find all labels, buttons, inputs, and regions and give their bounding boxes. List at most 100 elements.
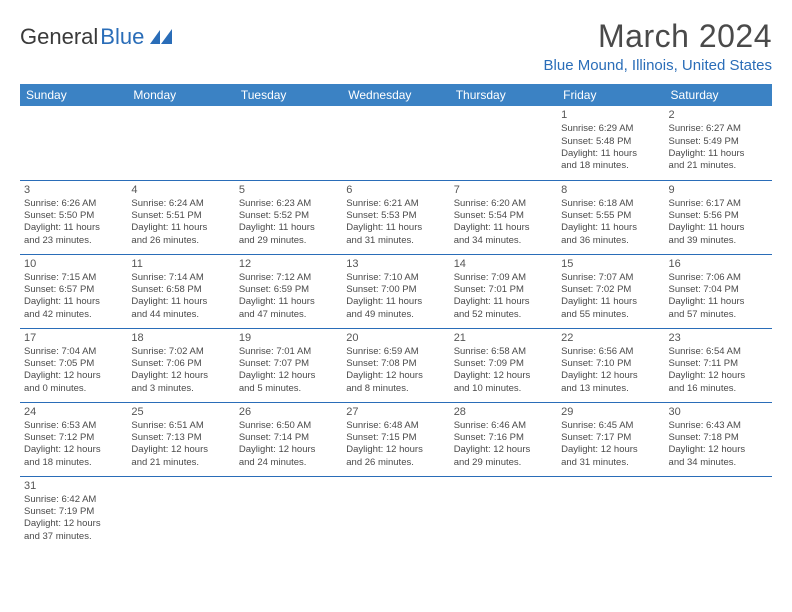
calendar-cell: 24Sunrise: 6:53 AMSunset: 7:12 PMDayligh…: [20, 402, 127, 476]
day-number: 8: [561, 183, 660, 197]
daylight-line-1: Daylight: 12 hours: [454, 370, 553, 382]
sunrise-line: Sunrise: 6:59 AM: [346, 346, 445, 358]
calendar-cell: 12Sunrise: 7:12 AMSunset: 6:59 PMDayligh…: [235, 254, 342, 328]
day-number: 17: [24, 331, 123, 345]
calendar-cell: 13Sunrise: 7:10 AMSunset: 7:00 PMDayligh…: [342, 254, 449, 328]
sunset-line: Sunset: 5:55 PM: [561, 210, 660, 222]
day-number: 3: [24, 183, 123, 197]
calendar-week: 31Sunrise: 6:42 AMSunset: 7:19 PMDayligh…: [20, 476, 772, 550]
daylight-line-2: and 39 minutes.: [669, 235, 768, 247]
sunrise-line: Sunrise: 7:02 AM: [131, 346, 230, 358]
calendar-cell: [665, 476, 772, 550]
day-number: 19: [239, 331, 338, 345]
day-header: Saturday: [665, 84, 772, 106]
sunset-line: Sunset: 7:17 PM: [561, 432, 660, 444]
daylight-line-1: Daylight: 11 hours: [239, 296, 338, 308]
daylight-line-1: Daylight: 12 hours: [561, 444, 660, 456]
daylight-line-1: Daylight: 12 hours: [131, 370, 230, 382]
sunrise-line: Sunrise: 6:51 AM: [131, 420, 230, 432]
calendar-cell: 18Sunrise: 7:02 AMSunset: 7:06 PMDayligh…: [127, 328, 234, 402]
sunrise-line: Sunrise: 6:45 AM: [561, 420, 660, 432]
daylight-line-2: and 21 minutes.: [131, 457, 230, 469]
sunset-line: Sunset: 7:19 PM: [24, 506, 123, 518]
sunset-line: Sunset: 7:11 PM: [669, 358, 768, 370]
sunrise-line: Sunrise: 6:56 AM: [561, 346, 660, 358]
location: Blue Mound, Illinois, United States: [544, 57, 772, 74]
logo-text-1: General: [20, 24, 98, 50]
day-header: Thursday: [450, 84, 557, 106]
daylight-line-2: and 42 minutes.: [24, 309, 123, 321]
daylight-line-1: Daylight: 11 hours: [561, 148, 660, 160]
sunrise-line: Sunrise: 6:17 AM: [669, 198, 768, 210]
calendar-cell: 29Sunrise: 6:45 AMSunset: 7:17 PMDayligh…: [557, 402, 664, 476]
sunrise-line: Sunrise: 6:20 AM: [454, 198, 553, 210]
daylight-line-2: and 18 minutes.: [24, 457, 123, 469]
sunset-line: Sunset: 7:08 PM: [346, 358, 445, 370]
daylight-line-2: and 52 minutes.: [454, 309, 553, 321]
sunrise-line: Sunrise: 6:23 AM: [239, 198, 338, 210]
day-number: 28: [454, 405, 553, 419]
calendar-table: SundayMondayTuesdayWednesdayThursdayFrid…: [20, 84, 772, 550]
day-number: 16: [669, 257, 768, 271]
sunrise-line: Sunrise: 6:46 AM: [454, 420, 553, 432]
day-number: 18: [131, 331, 230, 345]
sunrise-line: Sunrise: 6:24 AM: [131, 198, 230, 210]
daylight-line-2: and 3 minutes.: [131, 383, 230, 395]
calendar-cell: 17Sunrise: 7:04 AMSunset: 7:05 PMDayligh…: [20, 328, 127, 402]
daylight-line-1: Daylight: 11 hours: [561, 222, 660, 234]
daylight-line-1: Daylight: 11 hours: [346, 222, 445, 234]
sunset-line: Sunset: 5:51 PM: [131, 210, 230, 222]
daylight-line-1: Daylight: 11 hours: [454, 296, 553, 308]
calendar-cell: [450, 476, 557, 550]
daylight-line-2: and 31 minutes.: [346, 235, 445, 247]
daylight-line-1: Daylight: 12 hours: [131, 444, 230, 456]
daylight-line-1: Daylight: 11 hours: [561, 296, 660, 308]
day-number: 4: [131, 183, 230, 197]
calendar-cell: 19Sunrise: 7:01 AMSunset: 7:07 PMDayligh…: [235, 328, 342, 402]
daylight-line-1: Daylight: 12 hours: [346, 370, 445, 382]
day-header: Sunday: [20, 84, 127, 106]
sunrise-line: Sunrise: 7:01 AM: [239, 346, 338, 358]
calendar-week: 17Sunrise: 7:04 AMSunset: 7:05 PMDayligh…: [20, 328, 772, 402]
sunrise-line: Sunrise: 6:53 AM: [24, 420, 123, 432]
daylight-line-2: and 29 minutes.: [454, 457, 553, 469]
daylight-line-1: Daylight: 12 hours: [561, 370, 660, 382]
calendar-cell: 2Sunrise: 6:27 AMSunset: 5:49 PMDaylight…: [665, 106, 772, 180]
sunrise-line: Sunrise: 6:26 AM: [24, 198, 123, 210]
sunrise-line: Sunrise: 6:18 AM: [561, 198, 660, 210]
calendar-cell: 10Sunrise: 7:15 AMSunset: 6:57 PMDayligh…: [20, 254, 127, 328]
day-number: 9: [669, 183, 768, 197]
daylight-line-1: Daylight: 11 hours: [24, 296, 123, 308]
daylight-line-1: Daylight: 12 hours: [454, 444, 553, 456]
sunrise-line: Sunrise: 6:58 AM: [454, 346, 553, 358]
sunset-line: Sunset: 5:54 PM: [454, 210, 553, 222]
daylight-line-2: and 34 minutes.: [669, 457, 768, 469]
sunrise-line: Sunrise: 6:42 AM: [24, 494, 123, 506]
daylight-line-1: Daylight: 12 hours: [346, 444, 445, 456]
sunrise-line: Sunrise: 6:43 AM: [669, 420, 768, 432]
daylight-line-1: Daylight: 12 hours: [669, 444, 768, 456]
sunset-line: Sunset: 6:57 PM: [24, 284, 123, 296]
day-header: Tuesday: [235, 84, 342, 106]
calendar-cell: 23Sunrise: 6:54 AMSunset: 7:11 PMDayligh…: [665, 328, 772, 402]
daylight-line-1: Daylight: 12 hours: [239, 370, 338, 382]
day-header: Wednesday: [342, 84, 449, 106]
sunrise-line: Sunrise: 7:10 AM: [346, 272, 445, 284]
sunset-line: Sunset: 5:50 PM: [24, 210, 123, 222]
calendar-cell: 28Sunrise: 6:46 AMSunset: 7:16 PMDayligh…: [450, 402, 557, 476]
day-number: 20: [346, 331, 445, 345]
sunset-line: Sunset: 5:49 PM: [669, 136, 768, 148]
calendar-body: 1Sunrise: 6:29 AMSunset: 5:48 PMDaylight…: [20, 106, 772, 550]
calendar-cell: 15Sunrise: 7:07 AMSunset: 7:02 PMDayligh…: [557, 254, 664, 328]
day-number: 25: [131, 405, 230, 419]
calendar-cell: [342, 106, 449, 180]
daylight-line-2: and 5 minutes.: [239, 383, 338, 395]
calendar-cell: [235, 476, 342, 550]
sunrise-line: Sunrise: 7:15 AM: [24, 272, 123, 284]
sunset-line: Sunset: 7:16 PM: [454, 432, 553, 444]
header: General Blue March 2024 Blue Mound, Illi…: [20, 18, 772, 74]
calendar-cell: 3Sunrise: 6:26 AMSunset: 5:50 PMDaylight…: [20, 180, 127, 254]
sunset-line: Sunset: 7:04 PM: [669, 284, 768, 296]
calendar-cell: 26Sunrise: 6:50 AMSunset: 7:14 PMDayligh…: [235, 402, 342, 476]
day-header-row: SundayMondayTuesdayWednesdayThursdayFrid…: [20, 84, 772, 106]
